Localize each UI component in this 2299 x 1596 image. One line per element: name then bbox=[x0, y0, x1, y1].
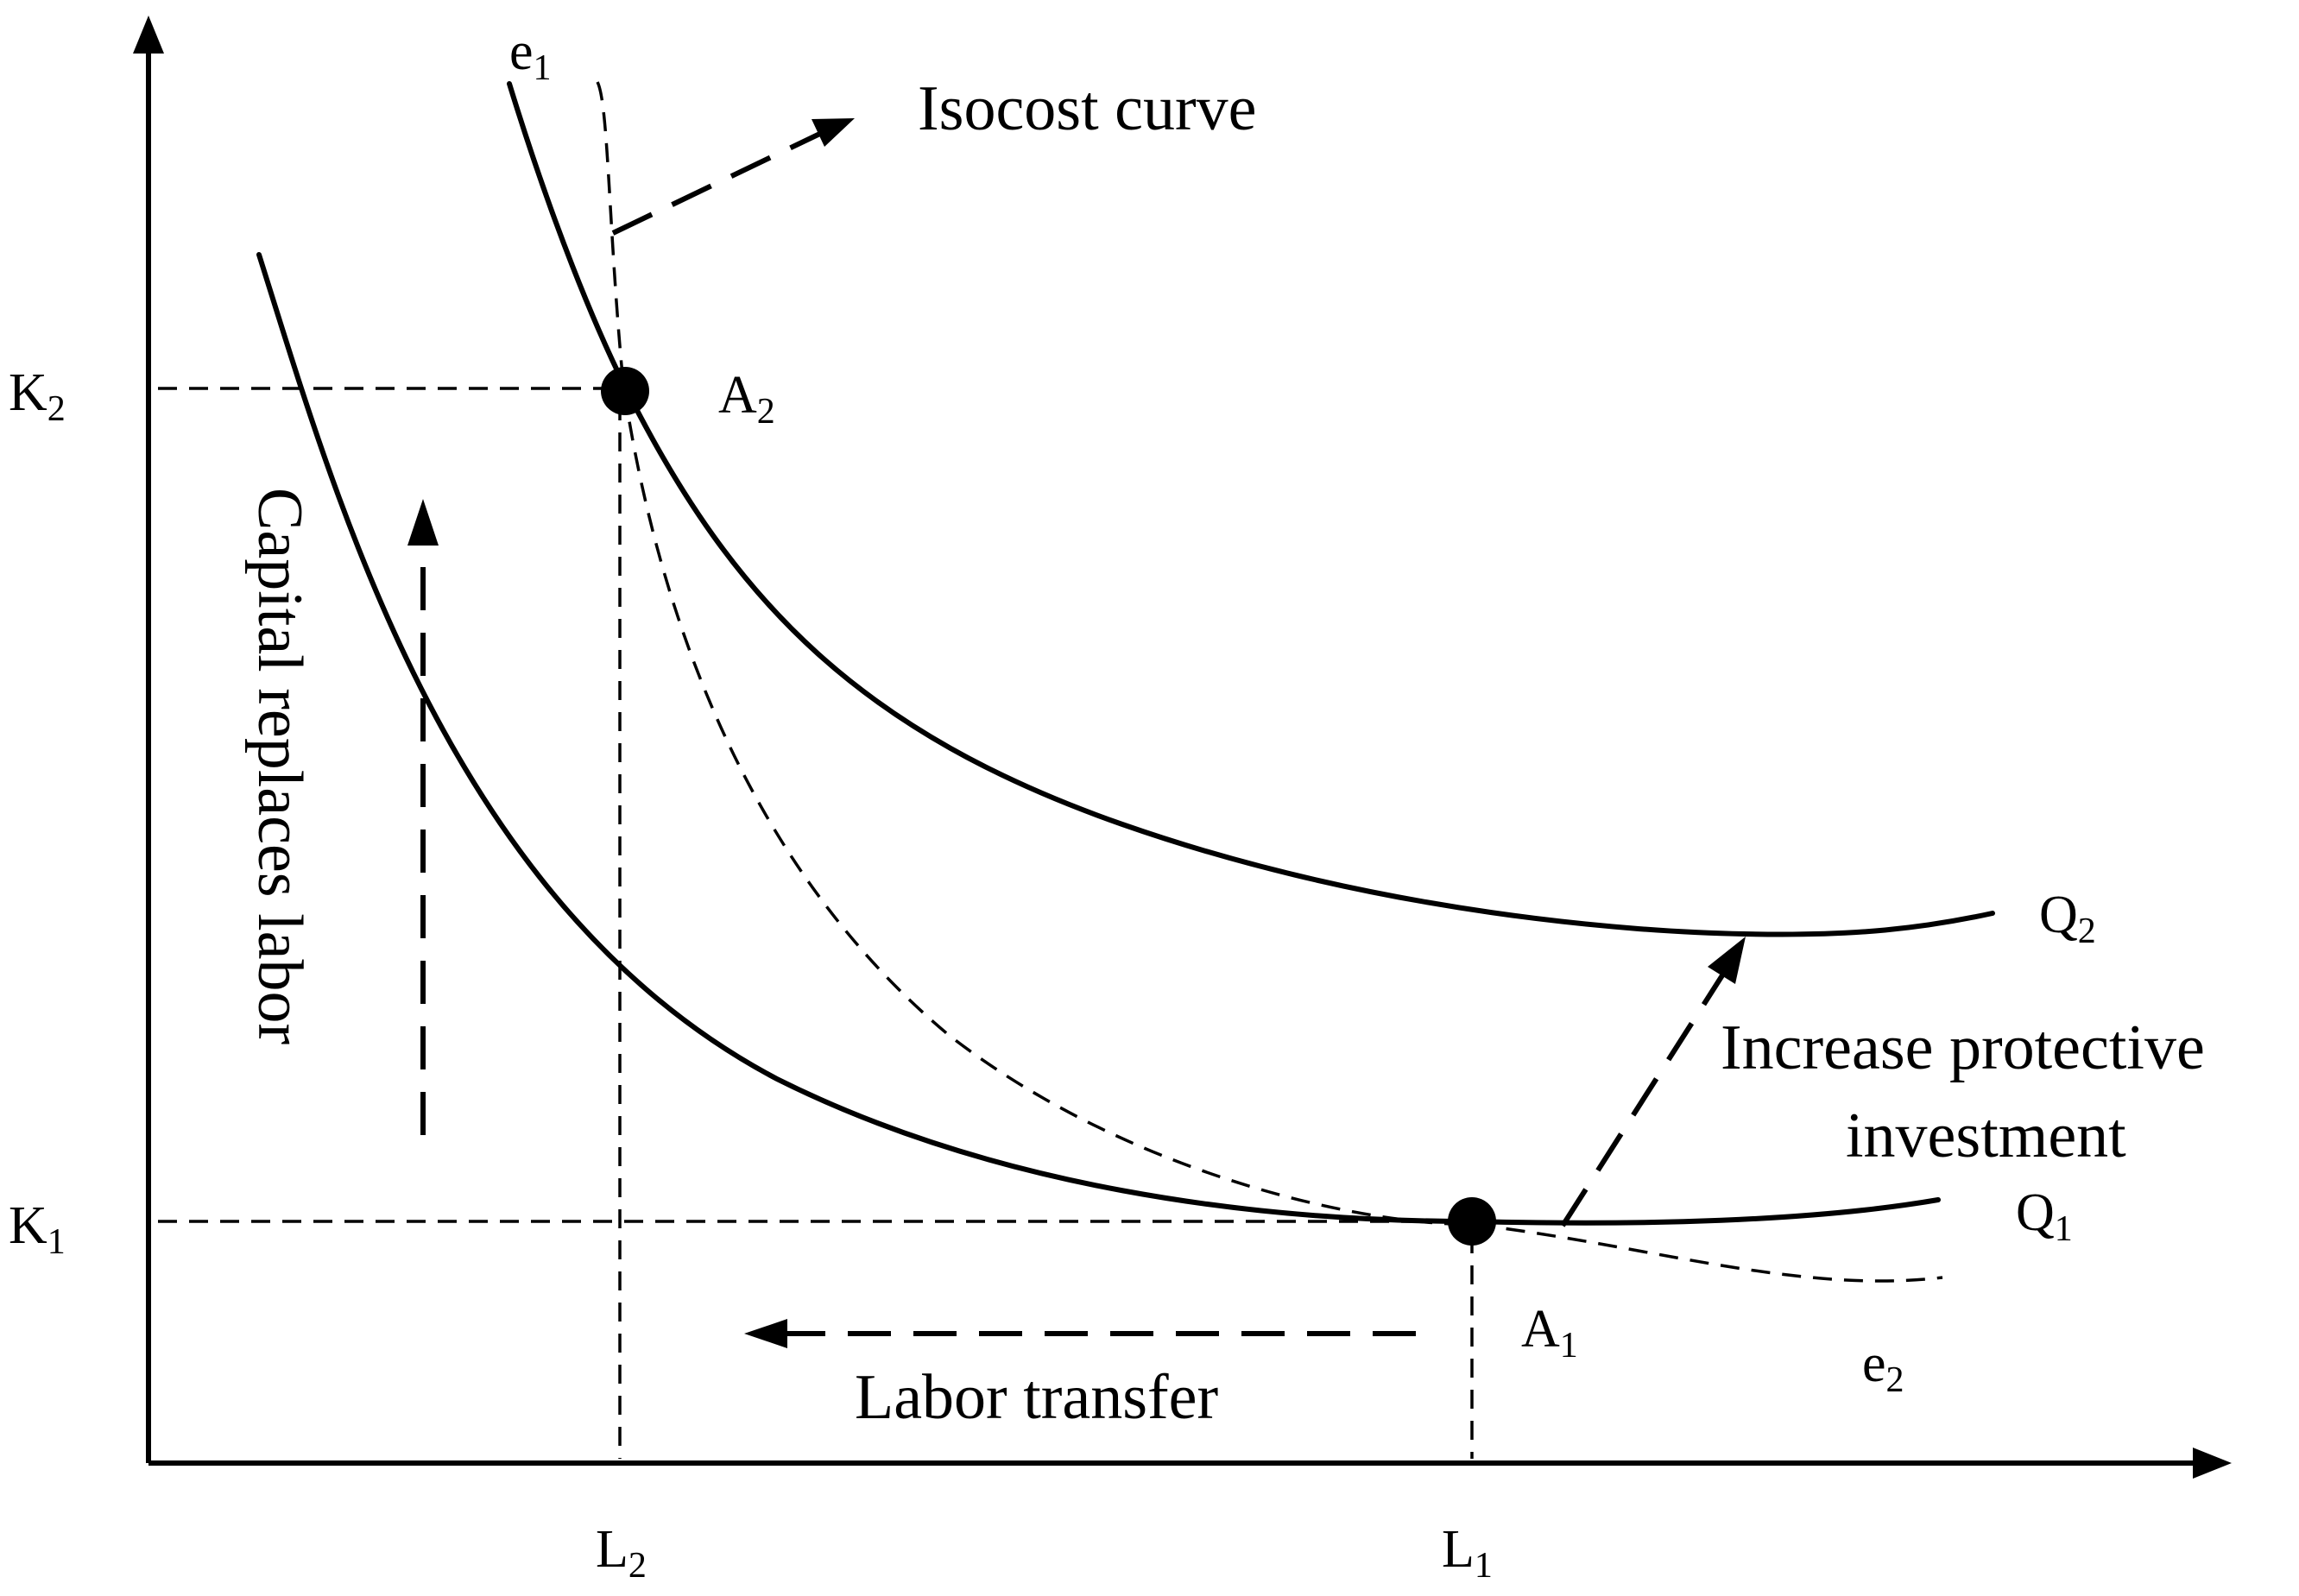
isocost-label: Isocost curve bbox=[918, 73, 1256, 144]
point-a2-dot bbox=[601, 367, 649, 415]
curve-q1-label: Q1 bbox=[2016, 1183, 2073, 1249]
isoquant-q2 bbox=[507, 81, 1995, 937]
increase-investment-label-line2: investment bbox=[1846, 1101, 2126, 1171]
k2-label: K2 bbox=[9, 363, 66, 429]
capital-replaces-labor-label: Capital replaces labor bbox=[244, 488, 315, 1044]
labor-transfer-label: Labor transfer bbox=[855, 1362, 1218, 1433]
y-axis-arrowhead bbox=[133, 16, 164, 54]
increase-investment-label-line1: Increase protective bbox=[1721, 1012, 2205, 1083]
isocost-callout-arrow bbox=[611, 127, 831, 236]
curve-e1-label: e1 bbox=[509, 22, 552, 88]
x-axis-arrowhead bbox=[2193, 1448, 2232, 1479]
capital-replaces-labor-arrowhead bbox=[407, 499, 439, 546]
isoquant-q1 bbox=[256, 252, 1941, 1226]
isocost-callout-arrowhead bbox=[812, 118, 855, 147]
point-a1-dot bbox=[1448, 1197, 1496, 1246]
curve-q2-label: Q2 bbox=[2039, 886, 2096, 951]
point-a2-label: A2 bbox=[718, 366, 775, 432]
point-a1-label: A1 bbox=[1521, 1300, 1578, 1366]
isocost-curve bbox=[596, 81, 1943, 1283]
l1-label: L1 bbox=[1442, 1520, 1493, 1586]
increase-investment-arrow bbox=[1560, 974, 1725, 1227]
k1-label: K1 bbox=[9, 1196, 66, 1262]
curve-e2-label: e2 bbox=[1862, 1334, 1904, 1400]
increase-investment-arrowhead bbox=[1708, 937, 1746, 984]
labor-transfer-arrowhead bbox=[744, 1319, 787, 1348]
l2-label: L2 bbox=[596, 1520, 647, 1586]
